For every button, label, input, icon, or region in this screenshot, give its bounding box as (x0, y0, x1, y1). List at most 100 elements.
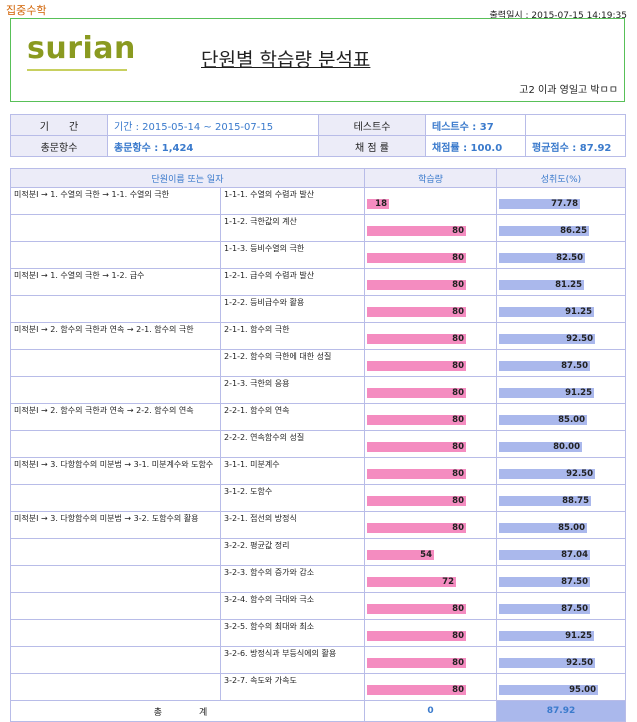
amount-bar: 80 (367, 658, 466, 668)
logo-underline (27, 69, 127, 71)
amount-cell: 80 (364, 214, 497, 242)
achievement-bar: 92.50 (499, 658, 595, 668)
unit-name-cell (10, 484, 221, 512)
table-row: 미적분Ⅰ → 1. 수열의 극한 → 1-1. 수열의 극한 1-1-1. 수열의… (10, 187, 626, 215)
sub-unit-cell: 2-1-3. 극한의 응용 (220, 376, 365, 404)
amount-cell: 80 (364, 403, 497, 431)
table-row: 1-1-2. 극한값의 계산 80 86.25 (10, 214, 626, 242)
achievement-bar: 80.00 (499, 442, 582, 452)
achievement-cell: 92.50 (496, 457, 626, 485)
amount-bar: 80 (367, 631, 466, 641)
achievement-cell: 95.00 (496, 673, 626, 701)
total-questions-value: 총문항수 : 1,424 (107, 135, 319, 157)
table-row: 3-2-6. 방정식과 부등식에의 활용 80 92.50 (10, 646, 626, 674)
sub-unit-cell: 2-1-1. 함수의 극한 (220, 322, 365, 350)
total-questions-label: 총문항수 (10, 135, 108, 157)
unit-name-cell (10, 295, 221, 323)
table-row: 1-2-2. 등비급수와 활용 80 91.25 (10, 295, 626, 323)
print-timestamp: 출력일시 : 2015-07-15 14:19:35 (489, 11, 627, 21)
amount-cell: 80 (364, 673, 497, 701)
achievement-bar: 87.50 (499, 604, 590, 614)
amount-cell: 80 (364, 430, 497, 458)
amount-bar: 80 (367, 685, 466, 695)
amount-bar: 80 (367, 253, 466, 263)
average-score-value: 평균점수 : 87.92 (525, 135, 626, 157)
achievement-bar: 92.50 (499, 334, 595, 344)
achievement-cell: 87.50 (496, 592, 626, 620)
total-label: 총 계 (10, 700, 365, 722)
blank-cell (525, 114, 626, 136)
achievement-bar: 81.25 (499, 280, 584, 290)
unit-name-cell (10, 538, 221, 566)
table-row: 3-2-4. 함수의 극대와 극소 80 87.50 (10, 592, 626, 620)
scoring-rate-label: 채 점 률 (318, 135, 426, 157)
report-title: 단원별 학습량 분석표 (201, 49, 371, 71)
amount-cell: 18 (364, 187, 497, 215)
amount-cell: 80 (364, 511, 497, 539)
achievement-bar: 82.50 (499, 253, 585, 263)
amount-cell: 80 (364, 484, 497, 512)
sub-unit-cell: 3-1-2. 도함수 (220, 484, 365, 512)
amount-cell: 80 (364, 457, 497, 485)
achievement-cell: 92.50 (496, 646, 626, 674)
achievement-bar: 87.04 (499, 550, 590, 560)
amount-bar: 80 (367, 334, 466, 344)
amount-cell: 80 (364, 295, 497, 323)
unit-name-cell (10, 619, 221, 647)
amount-bar: 72 (367, 577, 456, 587)
achievement-cell: 88.75 (496, 484, 626, 512)
amount-bar: 80 (367, 604, 466, 614)
unit-name-cell (10, 376, 221, 404)
table-row: 3-1-2. 도함수 80 88.75 (10, 484, 626, 512)
achievement-cell: 77.78 (496, 187, 626, 215)
amount-bar: 80 (367, 523, 466, 533)
unit-name-cell (10, 565, 221, 593)
achievement-cell: 87.50 (496, 349, 626, 377)
sub-unit-cell: 1-1-3. 등비수열의 극한 (220, 241, 365, 269)
achievement-bar: 87.50 (499, 361, 590, 371)
sub-unit-cell: 1-2-2. 등비급수와 활용 (220, 295, 365, 323)
tests-label: 테스트수 (318, 114, 426, 136)
table-row: 미적분Ⅰ → 1. 수열의 극한 → 1-2. 급수 1-2-1. 급수의 수렴과… (10, 268, 626, 296)
achievement-cell: 86.25 (496, 214, 626, 242)
achievement-cell: 85.00 (496, 511, 626, 539)
amount-bar: 80 (367, 361, 466, 371)
amount-bar: 80 (367, 280, 466, 290)
amount-bar: 80 (367, 388, 466, 398)
amount-cell: 80 (364, 619, 497, 647)
sub-unit-cell: 3-1-1. 미분계수 (220, 457, 365, 485)
total-amount: 0 (364, 700, 497, 722)
table-row: 2-2-2. 연속함수의 성질 80 80.00 (10, 430, 626, 458)
table-row: 3-2-5. 함수의 최대와 최소 80 91.25 (10, 619, 626, 647)
student-info: 고2 이과 영일고 박ㅁㅁ (519, 85, 618, 96)
header-achievement: 성취도(%) (496, 168, 626, 188)
achievement-cell: 91.25 (496, 619, 626, 647)
amount-bar: 54 (367, 550, 434, 560)
summary-table: 기 간 기간 : 2015-05-14 ~ 2015-07-15 테스트수 테스… (10, 114, 626, 157)
achievement-cell: 92.50 (496, 322, 626, 350)
achievement-cell: 91.25 (496, 295, 626, 323)
sub-unit-cell: 2-2-1. 함수의 연속 (220, 403, 365, 431)
table-row: 미적분Ⅰ → 2. 함수의 극한과 연속 → 2-2. 함수의 연속 2-2-1.… (10, 403, 626, 431)
unit-name-cell (10, 430, 221, 458)
achievement-cell: 87.50 (496, 565, 626, 593)
header-unit: 단원이름 또는 일자 (10, 168, 365, 188)
amount-bar: 80 (367, 442, 466, 452)
achievement-bar: 95.00 (499, 685, 598, 695)
sub-unit-cell: 1-1-2. 극한값의 계산 (220, 214, 365, 242)
table-row: 3-2-3. 함수의 증가와 감소 72 87.50 (10, 565, 626, 593)
sub-unit-cell: 3-2-6. 방정식과 부등식에의 활용 (220, 646, 365, 674)
achievement-bar: 86.25 (499, 226, 589, 236)
period-label: 기 간 (10, 114, 108, 136)
achievement-cell: 85.00 (496, 403, 626, 431)
amount-cell: 80 (364, 646, 497, 674)
amount-cell: 80 (364, 592, 497, 620)
sub-unit-cell: 3-2-2. 평균값 정리 (220, 538, 365, 566)
achievement-bar: 87.50 (499, 577, 590, 587)
table-row: 3-2-2. 평균값 정리 54 87.04 (10, 538, 626, 566)
amount-cell: 80 (364, 322, 497, 350)
amount-cell: 72 (364, 565, 497, 593)
achievement-cell: 91.25 (496, 376, 626, 404)
unit-analysis-table: 단원이름 또는 일자 학습량 성취도(%) 미적분Ⅰ → 1. 수열의 극한 →… (10, 168, 626, 722)
unit-name-cell: 미적분Ⅰ → 3. 다항함수의 미분법 → 3-1. 미분계수와 도함수 (10, 457, 221, 485)
